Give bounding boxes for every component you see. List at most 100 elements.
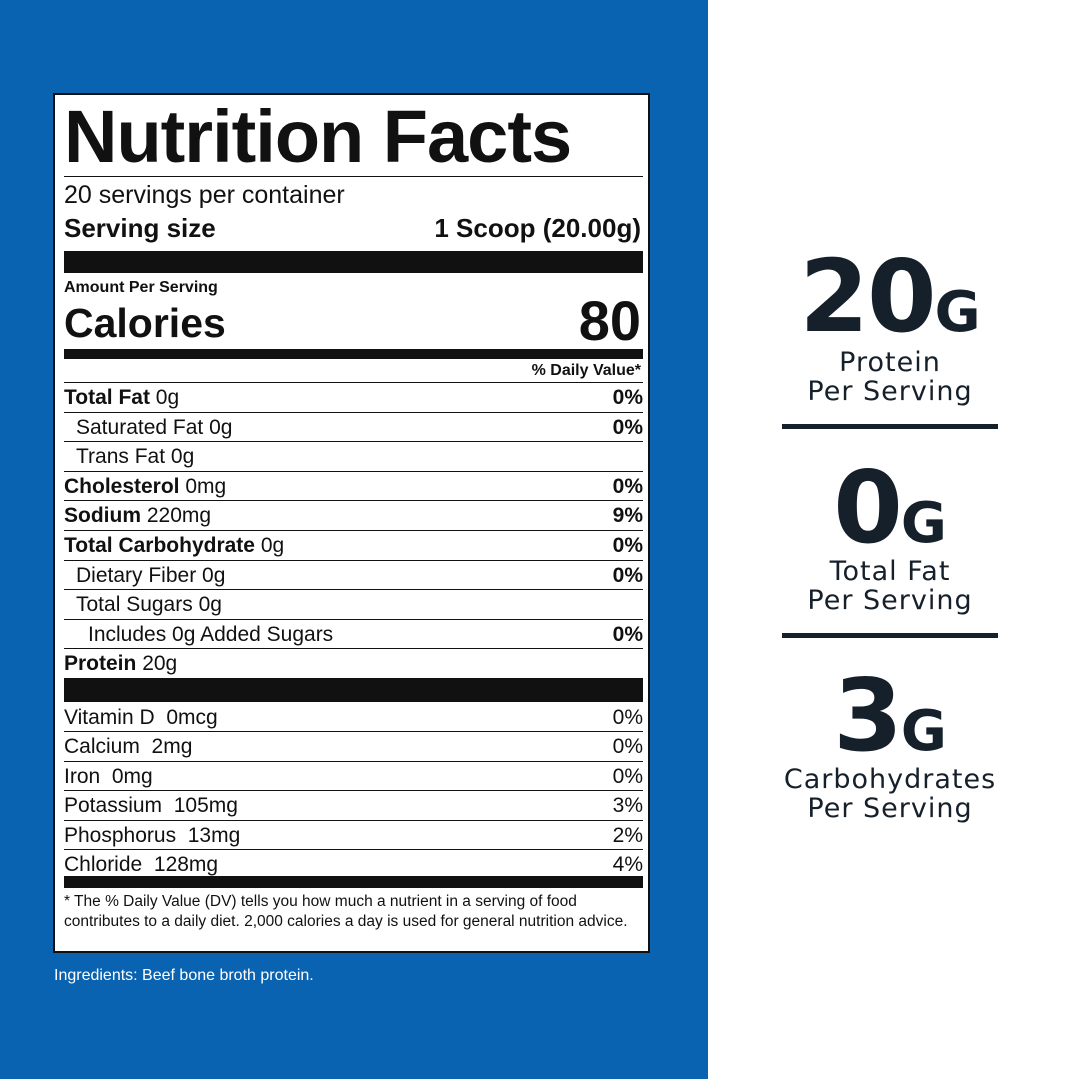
vitamin-name: Chloride 128mg <box>64 850 218 879</box>
stat-protein-value: 20G <box>799 238 981 355</box>
nutrient-daily-value: 9% <box>612 504 643 528</box>
row-rule <box>64 648 643 650</box>
nutrient-label: Saturated Fat <box>76 415 204 439</box>
nutrient-daily-value: 0% <box>612 415 643 439</box>
vitamin-label: Chloride <box>64 853 143 876</box>
blue-background-panel: Nutrition Facts 20 servings per containe… <box>0 0 708 1079</box>
vitamin-row: Phosphorus 13mg 2% <box>64 821 643 850</box>
nutrient-label: Cholesterol <box>64 474 180 498</box>
nutrient-name: Dietary Fiber 0g <box>76 561 225 590</box>
nutrition-facts-label: Nutrition Facts 20 servings per containe… <box>53 93 650 953</box>
stat-carbs-label: Carbohydrates Per Serving <box>783 764 997 824</box>
stat-divider <box>782 633 998 638</box>
vitamin-label: Phosphorus <box>64 823 177 847</box>
nutrient-row: Saturated Fat 0g 0% <box>64 413 643 442</box>
nutrient-name: Cholesterol 0mg <box>64 472 226 501</box>
nutrient-daily-value: 0% <box>612 563 643 587</box>
vitamin-label: Potassium <box>64 794 163 818</box>
nutrient-row: Cholesterol 0mg 0% <box>64 472 643 501</box>
nutrient-amount: 20g <box>142 652 178 676</box>
vitamin-amount: 2mg <box>151 735 193 759</box>
nutrient-row: Sodium 220mg 9% <box>64 501 643 530</box>
nutrient-name: Total Sugars 0g <box>76 590 222 619</box>
thick-divider-footnote <box>64 876 643 888</box>
vitamin-daily-value: 0% <box>612 735 643 759</box>
nutrient-name: Includes 0g Added Sugars <box>88 620 333 649</box>
label-title: Nutrition Facts <box>64 95 572 178</box>
nutrient-amount: 0g <box>155 386 180 409</box>
row-rule <box>64 411 643 413</box>
thick-divider-vitamins <box>64 678 643 702</box>
vitamin-daily-value: 0% <box>612 764 643 788</box>
serving-size-label: Serving size <box>64 213 216 243</box>
title-rule <box>64 176 643 177</box>
nutrient-name: Trans Fat 0g <box>76 442 194 471</box>
nutrient-amount: 0g <box>198 593 222 617</box>
nutrient-label: Sodium <box>64 504 141 528</box>
nutrient-amount: 0g <box>260 534 285 557</box>
nutrient-row: Includes 0g Added Sugars 0% <box>64 620 643 649</box>
calories-value: 80 <box>578 289 641 352</box>
vitamin-name: Vitamin D 0mcg <box>64 703 218 732</box>
stat-protein-label: Protein Per Serving <box>807 347 973 407</box>
serving-size-value: 1 Scoop (20.00g) <box>434 213 641 243</box>
vitamin-label: Iron <box>64 764 101 788</box>
vitamin-name: Potassium 105mg <box>64 791 238 820</box>
nutrient-label: Trans Fat <box>76 445 166 469</box>
row-rule <box>64 618 643 620</box>
stat-fat-value: 0G <box>833 449 947 566</box>
nutrient-row: Dietary Fiber 0g 0% <box>64 561 643 590</box>
vitamin-amount: 105mg <box>173 794 238 818</box>
row-rule <box>64 441 643 443</box>
vitamin-amount: 128mg <box>153 853 219 876</box>
ingredients-text: Ingredients: Beef bone broth protein. <box>54 967 314 984</box>
nutrient-name: Sodium 220mg <box>64 501 211 530</box>
row-rule <box>64 760 643 762</box>
nutrient-name: Saturated Fat 0g <box>76 413 232 442</box>
daily-value-footnote: * The % Daily Value (DV) tells you how m… <box>64 893 628 930</box>
vitamin-row: Iron 0mg 0% <box>64 762 643 791</box>
nutrient-daily-value: 0% <box>612 534 643 557</box>
stat-carbs-value: 3G <box>833 657 947 774</box>
nutrient-amount: 0g <box>170 445 195 469</box>
stat-divider <box>782 424 998 429</box>
nutrient-name: Protein 20g <box>64 649 177 678</box>
nutrient-row: Total Sugars 0g <box>64 590 643 619</box>
calories-label: Calories <box>64 300 226 346</box>
vitamin-name: Phosphorus 13mg <box>64 821 240 850</box>
thick-divider-top <box>64 251 643 273</box>
vitamin-row: Chloride 128mg 4% <box>64 850 643 879</box>
amount-per-serving: Amount Per Serving <box>64 279 218 296</box>
nutrient-label: Total Sugars <box>76 593 193 617</box>
vitamin-daily-value: 4% <box>612 853 643 876</box>
vitamin-amount: 0mcg <box>166 706 218 729</box>
nutrient-amount: 0g <box>202 563 226 587</box>
nutrient-daily-value: 0% <box>612 622 643 646</box>
nutrient-name: Total Fat 0g <box>64 383 179 412</box>
vitamin-label: Calcium <box>64 735 140 759</box>
nutrient-label: Total Carbohydrate <box>64 534 255 557</box>
row-rule <box>64 382 643 383</box>
vitamin-label: Vitamin D <box>64 706 155 729</box>
row-rule <box>64 559 643 561</box>
nutrient-label: Includes 0g Added Sugars <box>88 622 334 646</box>
vitamin-daily-value: 2% <box>612 823 643 847</box>
row-rule <box>64 819 643 821</box>
highlights-panel: 20G Protein Per Serving 0G Total Fat Per S… <box>708 0 1080 1079</box>
row-rule <box>64 530 643 531</box>
nutrient-row: Protein 20g <box>64 649 643 678</box>
nutrient-name: Total Carbohydrate 0g <box>64 531 284 560</box>
row-rule <box>64 790 643 792</box>
thick-divider-calories <box>64 349 643 359</box>
vitamin-row: Vitamin D 0mcg 0% <box>64 703 643 732</box>
nutrient-daily-value: 0% <box>612 386 643 409</box>
vitamin-name: Iron 0mg <box>64 762 153 791</box>
nutrient-amount: 0mg <box>185 474 227 498</box>
daily-value-header: % Daily Value* <box>531 362 641 379</box>
vitamin-daily-value: 3% <box>612 794 643 818</box>
nutrient-label: Dietary Fiber <box>76 563 197 587</box>
vitamin-name: Calcium 2mg <box>64 732 192 761</box>
nutrient-label: Protein <box>64 652 137 676</box>
nutrient-daily-value: 0% <box>612 474 643 498</box>
nutrient-row: Total Carbohydrate 0g 0% <box>64 531 643 560</box>
